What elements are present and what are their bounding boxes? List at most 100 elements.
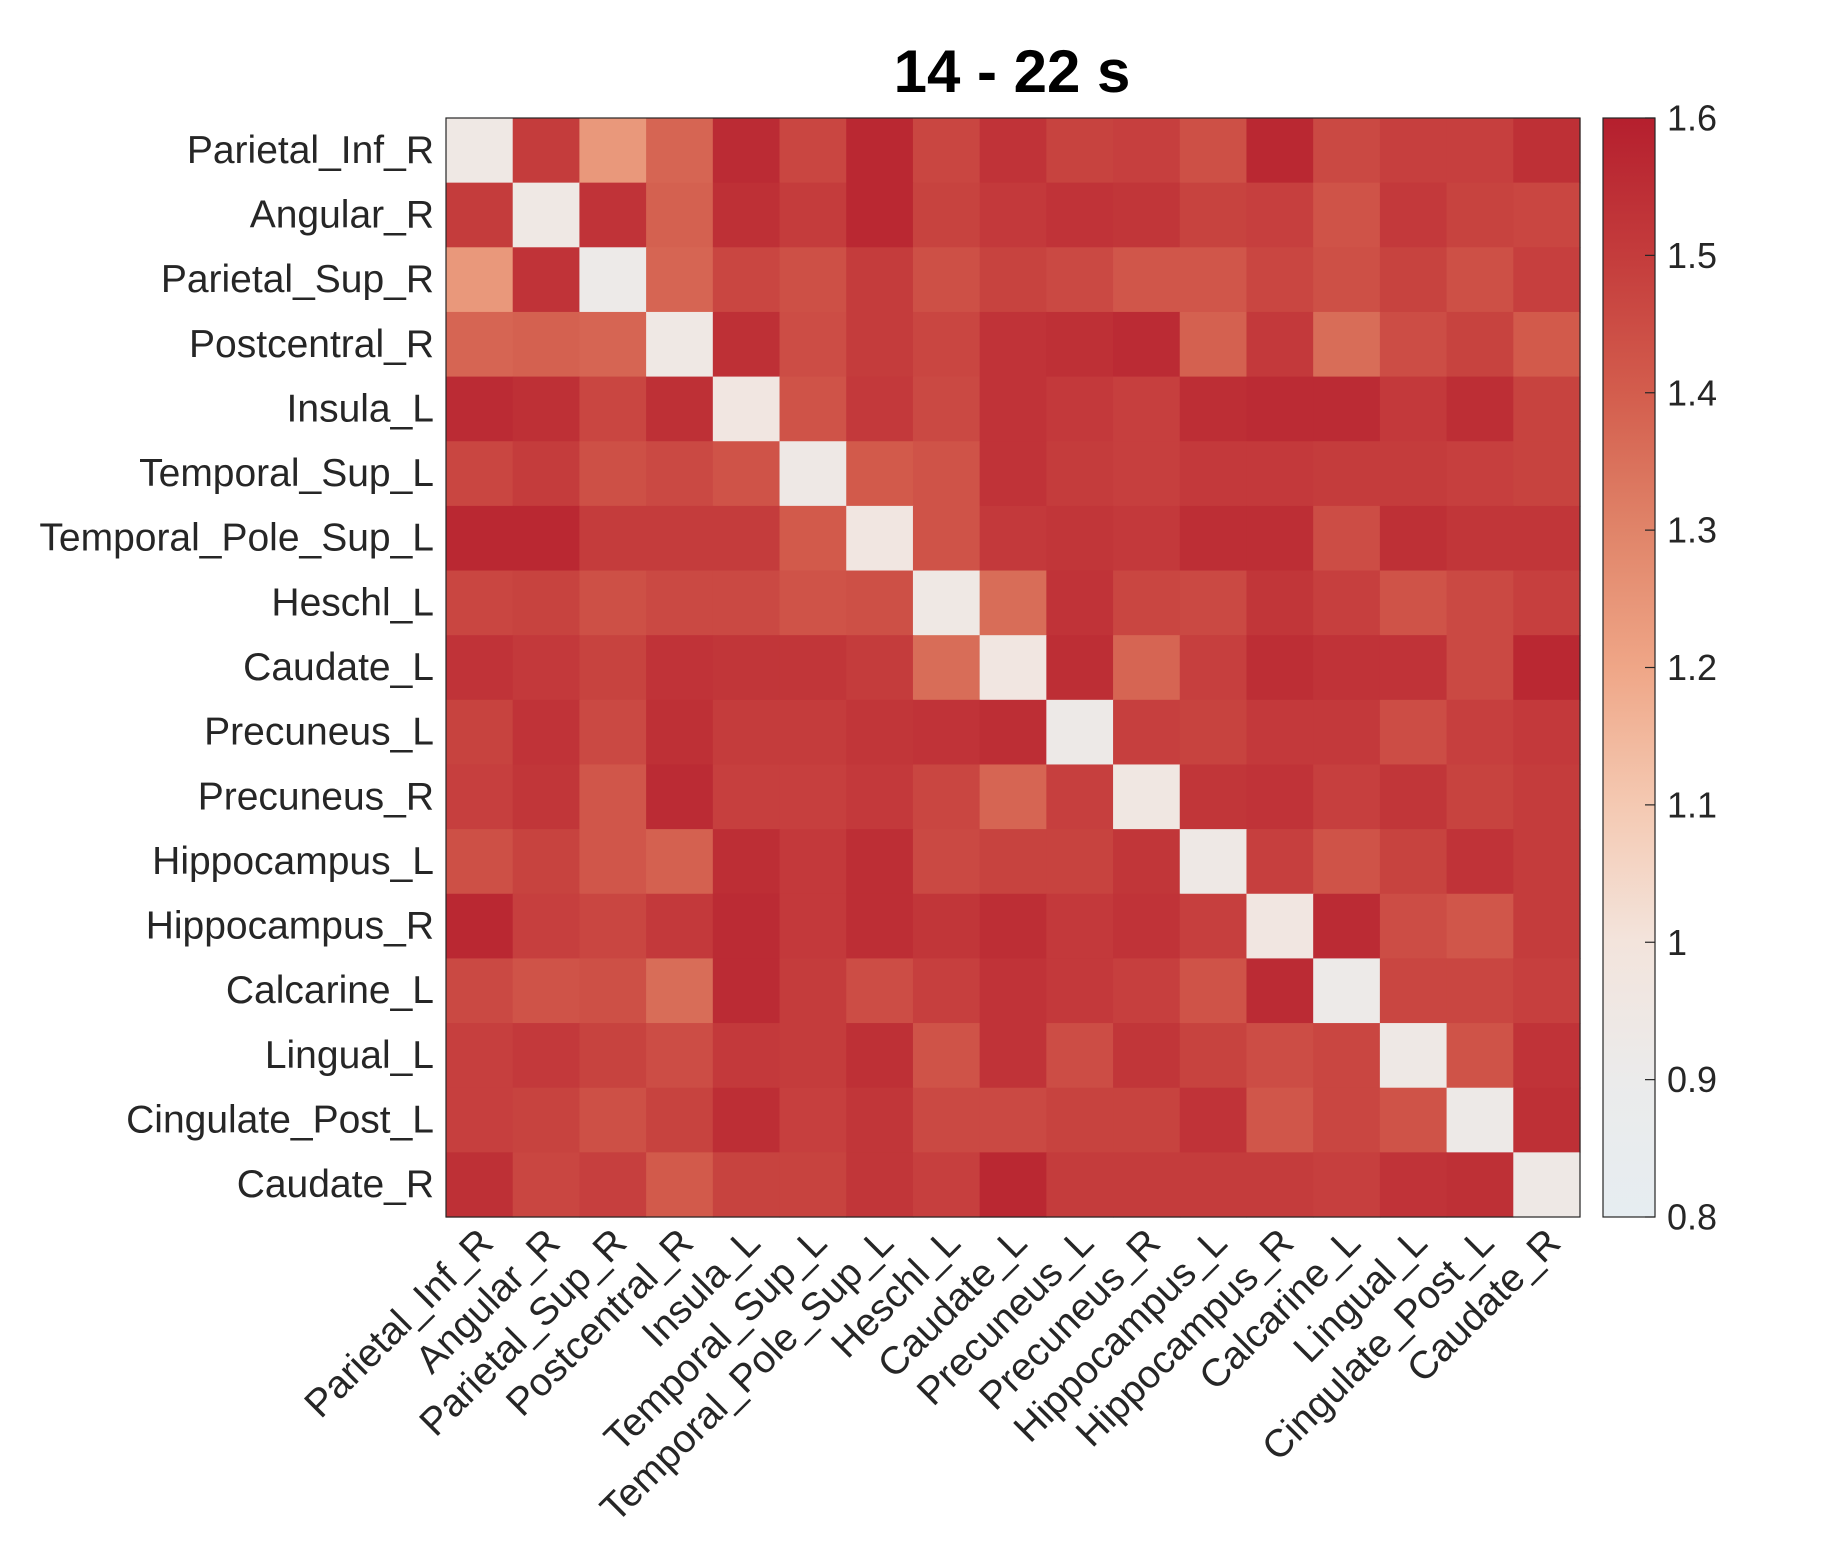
row-label: Temporal_Sup_L bbox=[139, 452, 434, 495]
heatmap-cell-r6-c4 bbox=[646, 441, 714, 507]
heatmap-cell-r15-c17 bbox=[1513, 1023, 1581, 1089]
heatmap-cell-r1-c16 bbox=[1446, 118, 1514, 184]
chart-title: 14 - 22 s bbox=[894, 38, 1131, 105]
heatmap-cell-r7-c16 bbox=[1446, 505, 1514, 572]
heatmap-cell-r7-c3 bbox=[579, 505, 647, 572]
heatmap-cell-r9-c3 bbox=[579, 635, 647, 701]
heatmap-cell-r16-c14 bbox=[1313, 1087, 1381, 1153]
heatmap-cell-r15-c9 bbox=[979, 1023, 1047, 1089]
heatmap-cell-r4-c12 bbox=[1179, 311, 1248, 378]
heatmap-cell-r13-c16 bbox=[1446, 893, 1514, 960]
heatmap-cell-r14-c7 bbox=[846, 958, 914, 1024]
row-label: Cingulate_Post_L bbox=[126, 1099, 434, 1142]
heatmap-cell-r2-c12 bbox=[1179, 182, 1248, 248]
heatmap-cell-r14-c10 bbox=[1046, 958, 1114, 1024]
heatmap-cell-r17-c9 bbox=[979, 1152, 1047, 1218]
row-label: Parietal_Inf_R bbox=[187, 129, 434, 172]
heatmap-cell-r3-c3 bbox=[579, 247, 647, 313]
heatmap-cell-r5-c8 bbox=[912, 376, 981, 442]
heatmap-cell-r14-c3 bbox=[579, 958, 647, 1024]
heatmap-cell-r13-c14 bbox=[1313, 893, 1381, 960]
heatmap-cell-r6-c9 bbox=[979, 441, 1047, 507]
heatmap-cell-r15-c8 bbox=[912, 1023, 981, 1089]
heatmap-cell-r2-c15 bbox=[1379, 182, 1448, 248]
heatmap-cell-r5-c16 bbox=[1446, 376, 1514, 442]
heatmap-cell-r14-c15 bbox=[1379, 958, 1448, 1024]
heatmap-cell-r5-c11 bbox=[1113, 376, 1181, 442]
heatmap-cell-r7-c14 bbox=[1313, 505, 1381, 572]
heatmap-cell-r1-c14 bbox=[1313, 118, 1381, 184]
heatmap-cell-r2-c5 bbox=[712, 182, 781, 248]
heatmap-cell-r1-c13 bbox=[1246, 118, 1314, 184]
heatmap-cell-r9-c9 bbox=[979, 635, 1047, 701]
heatmap-cell-r3-c14 bbox=[1313, 247, 1381, 313]
heatmap-cell-r14-c5 bbox=[712, 958, 781, 1024]
heatmap-cell-r5-c3 bbox=[579, 376, 647, 442]
heatmap-cell-r4-c7 bbox=[846, 311, 914, 378]
heatmap-cell-r6-c8 bbox=[912, 441, 981, 507]
heatmap-cell-r16-c17 bbox=[1513, 1087, 1581, 1153]
heatmap-cell-r10-c17 bbox=[1513, 699, 1581, 766]
row-label: Heschl_L bbox=[271, 581, 434, 624]
heatmap-cell-r1-c9 bbox=[979, 118, 1047, 184]
heatmap-cell-r2-c7 bbox=[846, 182, 914, 248]
heatmap-cell-r15-c12 bbox=[1179, 1023, 1248, 1089]
heatmap-cell-r11-c6 bbox=[779, 764, 847, 830]
heatmap-cell-r10-c13 bbox=[1246, 699, 1314, 766]
heatmap-cell-r5-c5 bbox=[712, 376, 781, 442]
heatmap-cell-r10-c3 bbox=[579, 699, 647, 766]
heatmap-cell-r10-c15 bbox=[1379, 699, 1448, 766]
heatmap-cell-r12-c2 bbox=[512, 829, 581, 895]
heatmap-cell-r8-c8 bbox=[912, 570, 981, 636]
heatmap-cell-r14-c13 bbox=[1246, 958, 1314, 1024]
heatmap-cell-r7-c6 bbox=[779, 505, 847, 572]
row-label: Parietal_Sup_R bbox=[161, 258, 434, 301]
heatmap-cell-r10-c12 bbox=[1179, 699, 1248, 766]
heatmap-cell-r10-c4 bbox=[646, 699, 714, 766]
heatmap-cell-r5-c17 bbox=[1513, 376, 1581, 442]
heatmap-cell-r15-c13 bbox=[1246, 1023, 1314, 1089]
heatmap-cell-r10-c11 bbox=[1113, 699, 1181, 766]
heatmap-cell-r7-c5 bbox=[712, 505, 781, 572]
row-label: Hippocampus_R bbox=[146, 905, 434, 948]
heatmap-cell-r13-c13 bbox=[1246, 893, 1314, 960]
heatmap-cell-r11-c15 bbox=[1379, 764, 1448, 830]
row-label: Caudate_R bbox=[237, 1163, 434, 1206]
heatmap-cell-r6-c7 bbox=[846, 441, 914, 507]
heatmap-cell-r7-c4 bbox=[646, 505, 714, 572]
heatmap-cell-r17-c12 bbox=[1179, 1152, 1248, 1218]
heatmap-cell-r15-c11 bbox=[1113, 1023, 1181, 1089]
heatmap-cell-r10-c2 bbox=[512, 699, 581, 766]
heatmap-cell-r3-c4 bbox=[646, 247, 714, 313]
heatmap-cell-r6-c2 bbox=[512, 441, 581, 507]
heatmap-cell-r12-c1 bbox=[446, 829, 514, 895]
heatmap-cell-r3-c9 bbox=[979, 247, 1047, 313]
heatmap-cell-r12-c3 bbox=[579, 829, 647, 895]
heatmap-cell-r11-c11 bbox=[1113, 764, 1181, 830]
colorbar-tick-label: 0.8 bbox=[1667, 1197, 1717, 1238]
heatmap-cell-r17-c16 bbox=[1446, 1152, 1514, 1218]
heatmap-cell-r4-c13 bbox=[1246, 311, 1314, 378]
heatmap-cell-r10-c14 bbox=[1313, 699, 1381, 766]
heatmap-cell-r4-c8 bbox=[912, 311, 981, 378]
row-label: Calcarine_L bbox=[226, 969, 434, 1012]
heatmap-cell-r5-c10 bbox=[1046, 376, 1114, 442]
heatmap-cell-r17-c3 bbox=[579, 1152, 647, 1218]
heatmap-cell-r6-c16 bbox=[1446, 441, 1514, 507]
heatmap-cell-r14-c1 bbox=[446, 958, 514, 1024]
heatmap-cell-r16-c1 bbox=[446, 1087, 514, 1153]
heatmap-cell-r13-c15 bbox=[1379, 893, 1448, 960]
heatmap-cell-r12-c5 bbox=[712, 829, 781, 895]
heatmap-cell-r7-c9 bbox=[979, 505, 1047, 572]
heatmap-cell-r8-c4 bbox=[646, 570, 714, 636]
heatmap-cell-r14-c6 bbox=[779, 958, 847, 1024]
heatmap-cell-r5-c4 bbox=[646, 376, 714, 442]
heatmap-cell-r10-c9 bbox=[979, 699, 1047, 766]
heatmap-cell-r16-c12 bbox=[1179, 1087, 1248, 1153]
heatmap-cell-r9-c14 bbox=[1313, 635, 1381, 701]
heatmap-cell-r13-c8 bbox=[912, 893, 981, 960]
heatmap-cell-r16-c13 bbox=[1246, 1087, 1314, 1153]
heatmap-cell-r7-c13 bbox=[1246, 505, 1314, 572]
heatmap-cell-r3-c2 bbox=[512, 247, 581, 313]
heatmap-cell-r6-c13 bbox=[1246, 441, 1314, 507]
